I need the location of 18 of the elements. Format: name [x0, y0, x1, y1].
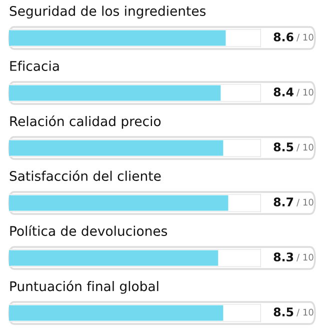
y-tick-label: Satisfacción del cliente [10, 170, 161, 181]
y-tick-label: Política de devoluciones [10, 225, 168, 236]
data-label: 8.6 [274, 32, 294, 42]
data-label: 8.5 [274, 142, 294, 152]
data-label: 8.5 [274, 307, 294, 316]
text: / 10 [296, 144, 314, 152]
text: / 10 [296, 254, 314, 262]
text: / 10 [296, 34, 314, 42]
data-label: 8.7 [274, 197, 294, 206]
text: / 10 [296, 308, 314, 316]
data-label: 8.4 [274, 87, 294, 96]
y-tick-label: Eficacia [10, 60, 59, 71]
data-label: 8.3 [274, 252, 294, 262]
y-tick-label: Seguridad de los ingredientes [10, 6, 206, 19]
y-tick-label: Puntuación final global [10, 280, 158, 294]
text: / 10 [296, 198, 314, 206]
text: / 10 [296, 88, 314, 96]
y-tick-label: Relación calidad precio [10, 116, 161, 129]
